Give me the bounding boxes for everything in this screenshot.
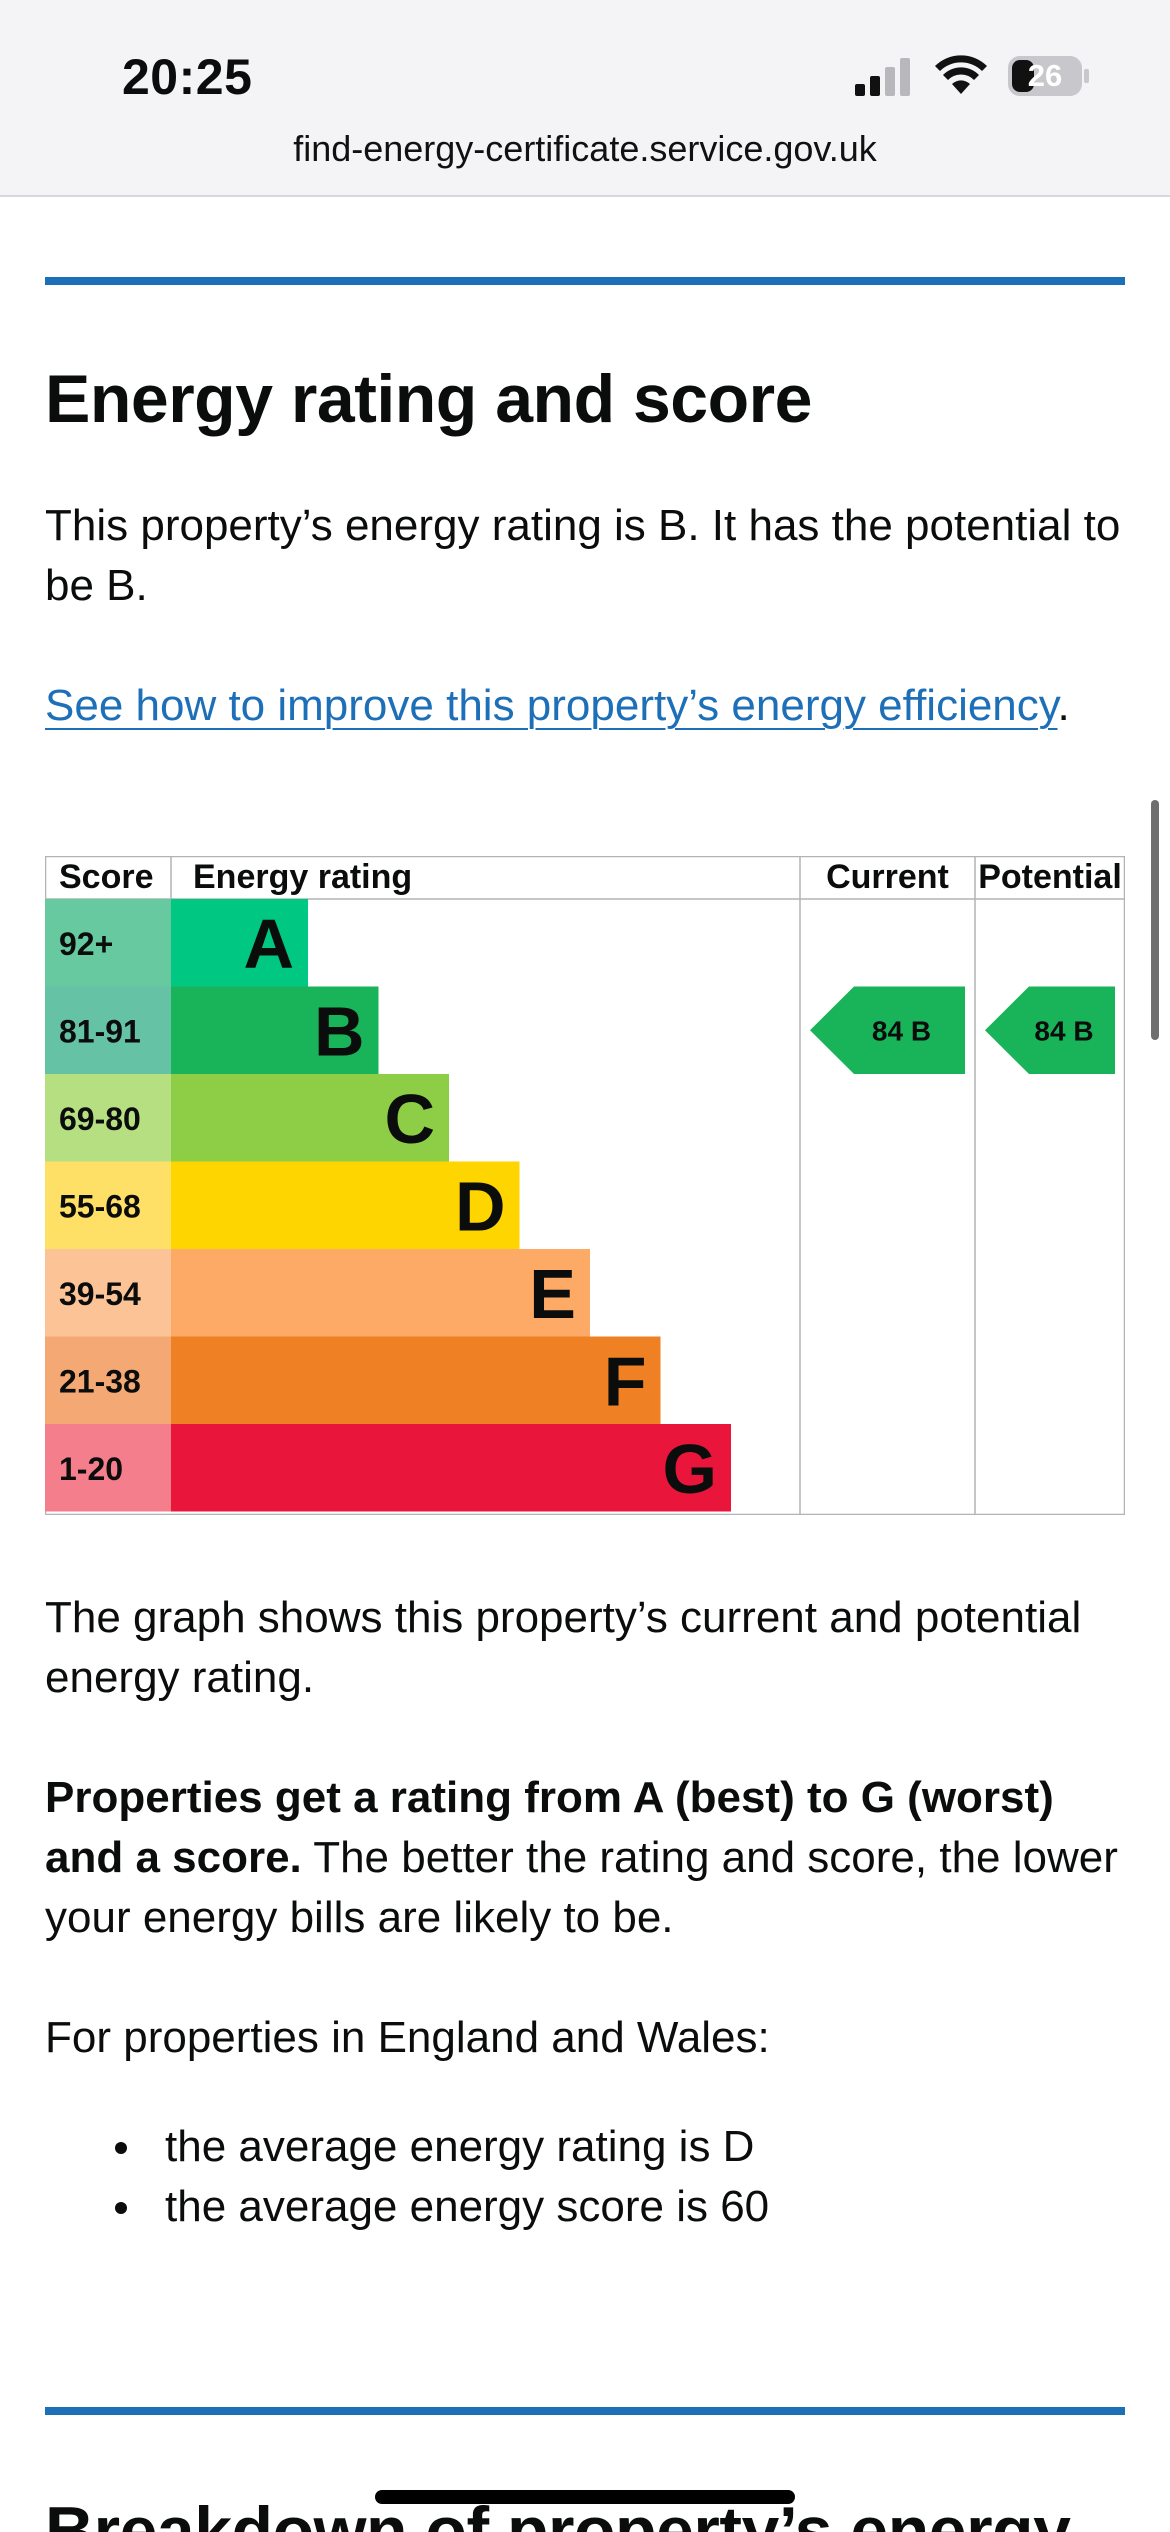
score-cell <box>45 1336 171 1424</box>
rating-bar <box>171 1074 449 1162</box>
score-label: 81-91 <box>59 1013 141 1049</box>
address-bar-url[interactable]: find-energy-certificate.service.gov.uk <box>293 128 877 169</box>
header-potential: Potential <box>978 858 1122 896</box>
score-label: 92+ <box>59 926 113 962</box>
header-current: Current <box>826 858 949 896</box>
rating-explanation: Properties get a rating from A (best) to… <box>45 1768 1125 1948</box>
list-item: the average energy score is 60 <box>45 2177 1125 2237</box>
rating-bar <box>171 1336 661 1424</box>
current-rating-score: 84 B <box>872 1015 931 1046</box>
rating-letter: D <box>455 1167 506 1245</box>
graph-explanation: The graph shows this property’s current … <box>45 1593 1082 1702</box>
section-divider <box>45 277 1125 285</box>
potential-rating-arrow <box>985 986 1115 1074</box>
rating-letter: E <box>529 1255 576 1333</box>
rating-bar <box>171 1161 520 1249</box>
rating-bar <box>171 986 379 1074</box>
score-cell <box>45 899 171 987</box>
score-cell <box>45 986 171 1074</box>
list-item: the average energy rating is D <box>45 2117 1125 2177</box>
potential-rating-score: 84 B <box>1034 1015 1093 1046</box>
score-label: 55-68 <box>59 1188 141 1224</box>
rating-explanation-rest: The better the rating and score, the low… <box>45 1833 1118 1942</box>
section-divider <box>45 2407 1125 2415</box>
scrollbar[interactable] <box>1151 800 1159 1040</box>
rating-bar <box>171 899 308 987</box>
home-indicator[interactable] <box>375 2490 795 2504</box>
energy-rating-graph: Score Energy rating Current Potential 92+ A 81… <box>45 856 1125 1515</box>
score-cell <box>45 1249 171 1337</box>
status-time: 20:25 <box>122 49 253 105</box>
score-label: 39-54 <box>59 1276 141 1312</box>
region-intro: For properties in England and Wales: <box>45 2013 770 2062</box>
header-score: Score <box>59 858 154 896</box>
improve-link-suffix: . <box>1057 681 1070 730</box>
wifi-icon <box>935 55 987 94</box>
rating-letter: F <box>604 1342 647 1420</box>
score-label: 69-80 <box>59 1101 141 1137</box>
improve-paragraph: See how to improve this property’s energ… <box>45 676 1125 736</box>
score-cell <box>45 1161 171 1249</box>
battery-level: 26 <box>1027 58 1063 93</box>
cellular-signal-icon <box>855 58 910 96</box>
improve-efficiency-link[interactable]: See how to improve this property’s energ… <box>45 681 1058 730</box>
rating-letter: B <box>314 992 365 1070</box>
battery-icon: 26 <box>1008 56 1090 96</box>
current-rating-arrow <box>810 986 965 1074</box>
rating-intro: This property’s energy rating is B. It h… <box>45 501 1121 610</box>
rating-explanation-bold: Properties get a rating from A (best) to… <box>45 1773 1054 1882</box>
energy-rating-chart: Score Energy rating Current Potential 92+ A 81… <box>45 856 1125 1515</box>
rating-letter: A <box>243 905 294 983</box>
score-label: 1-20 <box>59 1451 123 1487</box>
page-title: Energy rating and score <box>45 361 812 437</box>
average-list: the average energy rating is D the avera… <box>45 2117 1125 2237</box>
browser-chrome: 20:25 26 find-energy-certificate.service… <box>0 0 1170 197</box>
score-label: 21-38 <box>59 1363 141 1399</box>
score-cell <box>45 1074 171 1162</box>
rating-bar <box>171 1249 590 1337</box>
rating-letter: G <box>663 1430 717 1508</box>
rating-bar <box>171 1424 731 1512</box>
score-cell <box>45 1424 171 1512</box>
header-energy-rating: Energy rating <box>193 858 412 896</box>
rating-letter: C <box>384 1080 435 1158</box>
